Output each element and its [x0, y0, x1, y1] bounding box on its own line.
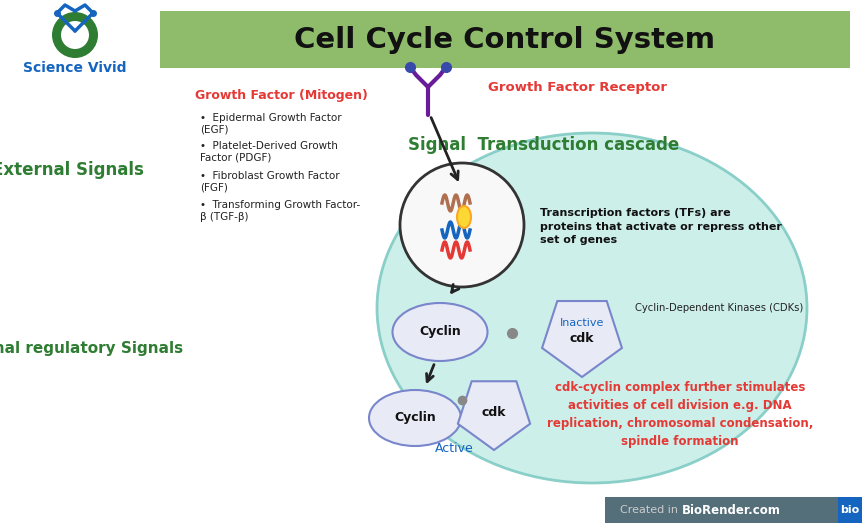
Circle shape [61, 21, 89, 49]
Text: cdk-cyclin complex further stimulates
activities of cell division e.g. DNA
repli: cdk-cyclin complex further stimulates ac… [547, 381, 813, 449]
FancyBboxPatch shape [838, 497, 862, 523]
Polygon shape [458, 381, 530, 450]
Text: Created in: Created in [620, 505, 682, 515]
Polygon shape [542, 301, 622, 377]
Text: Active: Active [435, 441, 473, 454]
Text: Cell Cycle Control System: Cell Cycle Control System [295, 26, 715, 54]
Text: Growth Factor Receptor: Growth Factor Receptor [488, 82, 667, 95]
Text: Cyclin-Dependent Kinases (CDKs): Cyclin-Dependent Kinases (CDKs) [635, 303, 804, 313]
Text: cdk: cdk [569, 332, 594, 346]
Ellipse shape [392, 303, 487, 361]
Text: External Signals: External Signals [0, 161, 144, 179]
Text: Inactive: Inactive [560, 318, 604, 328]
Ellipse shape [377, 133, 807, 483]
Text: Cyclin: Cyclin [419, 326, 461, 339]
Text: bio: bio [841, 505, 860, 515]
FancyBboxPatch shape [605, 497, 860, 523]
Ellipse shape [457, 206, 471, 228]
Text: Cyclin: Cyclin [394, 411, 435, 424]
Text: •  Platelet-Derived Growth
Factor (PDGF): • Platelet-Derived Growth Factor (PDGF) [200, 141, 338, 163]
Text: Internal regulatory Signals: Internal regulatory Signals [0, 340, 183, 356]
Text: cdk: cdk [482, 406, 506, 419]
Circle shape [400, 163, 524, 287]
Text: •  Transforming Growth Factor-
β (TGF-β): • Transforming Growth Factor- β (TGF-β) [200, 200, 360, 222]
FancyBboxPatch shape [160, 11, 850, 68]
Circle shape [52, 12, 98, 58]
Text: •  Fibroblast Growth Factor
(FGF): • Fibroblast Growth Factor (FGF) [200, 171, 340, 193]
Text: Transcription factors (TFs) are
proteins that activate or repress other
set of g: Transcription factors (TFs) are proteins… [540, 208, 782, 245]
Text: Signal  Transduction cascade: Signal Transduction cascade [408, 136, 679, 154]
Ellipse shape [369, 390, 461, 446]
Text: Science Vivid: Science Vivid [23, 61, 127, 75]
Text: BioRender.com: BioRender.com [682, 503, 781, 517]
Text: •  Epidermal Growth Factor
(EGF): • Epidermal Growth Factor (EGF) [200, 113, 341, 135]
Text: Growth Factor (Mitogen): Growth Factor (Mitogen) [195, 88, 368, 102]
